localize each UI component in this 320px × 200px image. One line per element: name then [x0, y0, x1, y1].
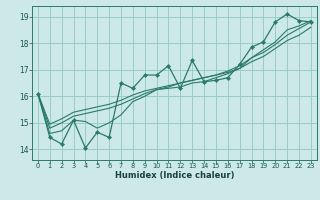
X-axis label: Humidex (Indice chaleur): Humidex (Indice chaleur) [115, 171, 234, 180]
